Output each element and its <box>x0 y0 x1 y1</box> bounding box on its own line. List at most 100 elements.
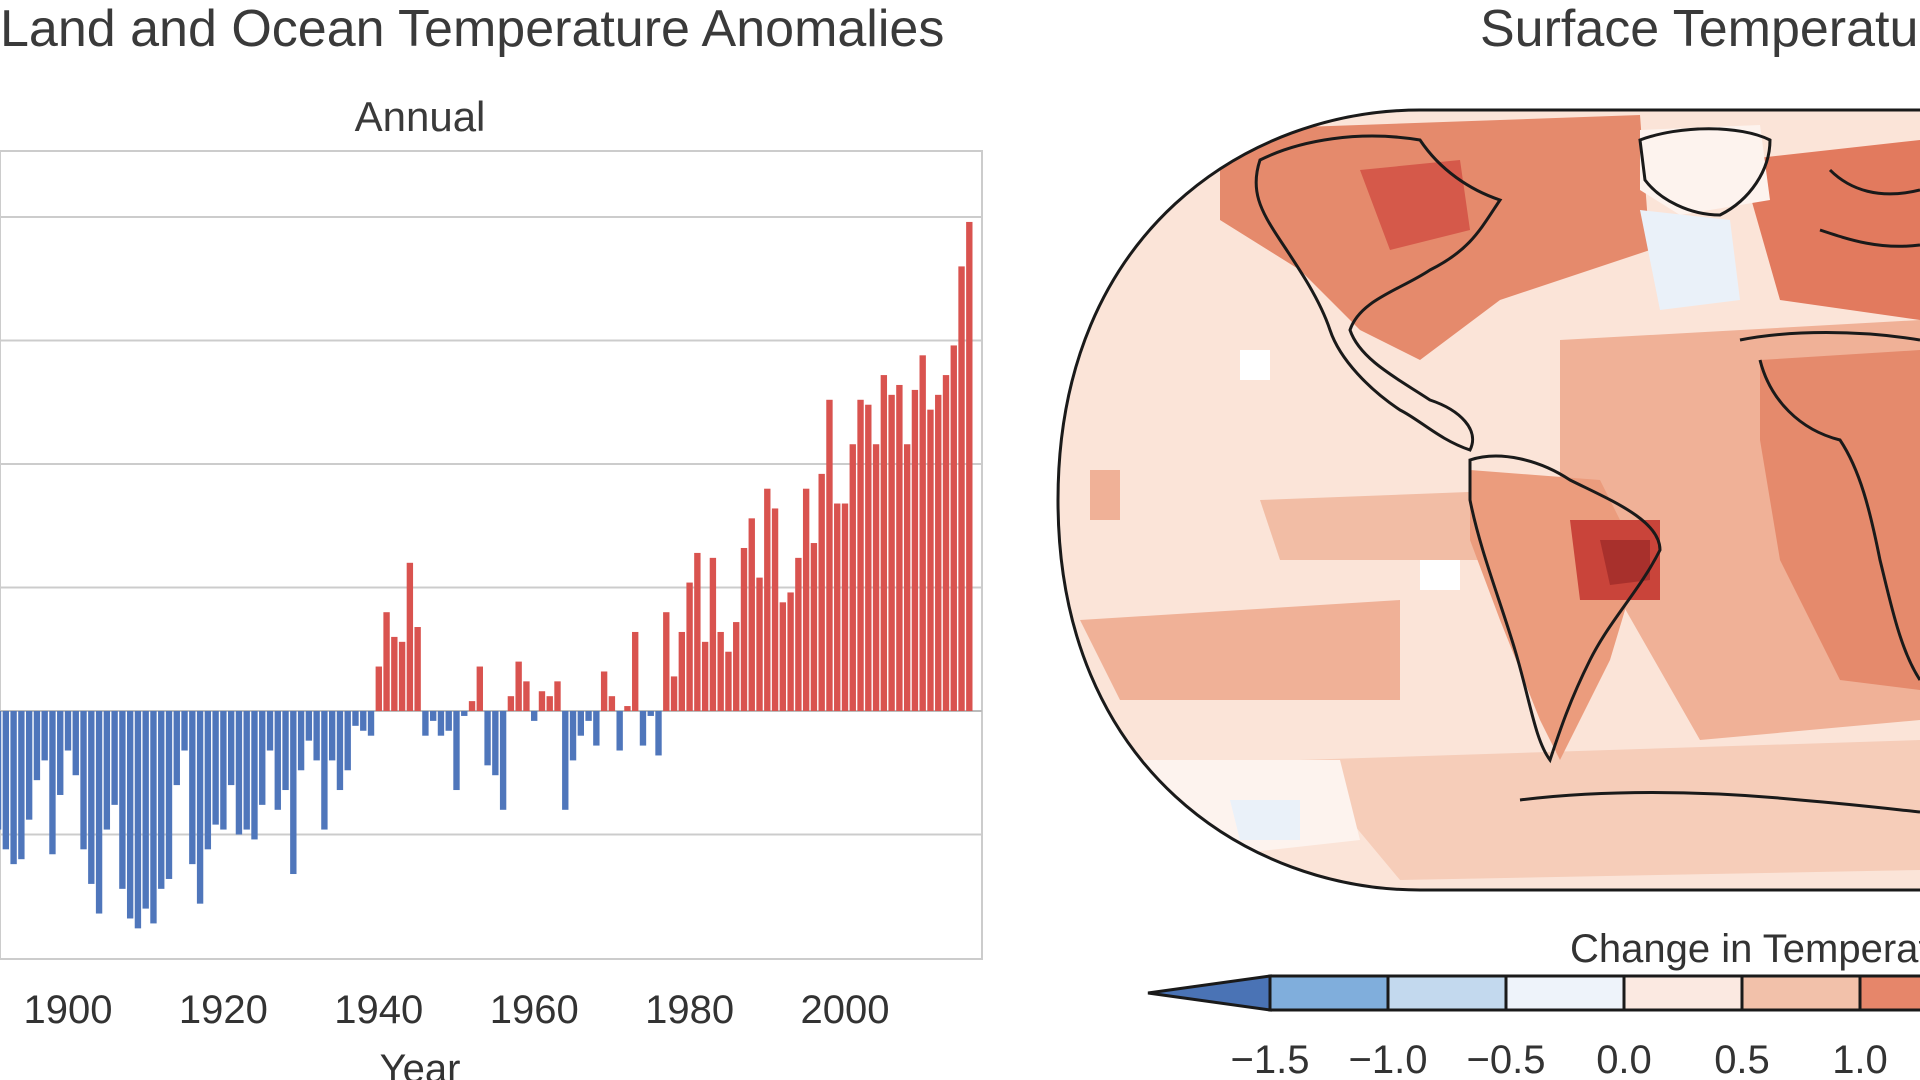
bar-2003 <box>865 404 872 711</box>
bar-1984 <box>717 631 724 711</box>
bar-2011 <box>927 409 934 711</box>
bar-1986 <box>733 622 740 711</box>
colorbar-tick: 1.0 <box>1832 1038 1888 1080</box>
bar-1982 <box>701 641 709 711</box>
map-body <box>1058 110 1920 890</box>
bar-2016 <box>966 221 973 711</box>
bar-1990 <box>764 488 771 711</box>
bar-1992 <box>779 602 787 711</box>
bar-1991 <box>771 508 779 711</box>
map-title: Surface Temperature Change <box>1480 0 1920 58</box>
x-tick-1940: 1940 <box>334 988 423 1032</box>
bar-1999 <box>834 503 841 711</box>
bar-1993 <box>787 592 794 711</box>
colorbar-segment <box>1858 974 1920 1012</box>
x-tick-1960: 1960 <box>490 988 579 1032</box>
bar-2007 <box>896 384 903 711</box>
bar-2012 <box>935 394 942 711</box>
bar-1996 <box>810 543 818 711</box>
bar-1949 <box>445 711 452 731</box>
bar-1995 <box>802 488 810 711</box>
colorbar <box>1147 974 1920 1012</box>
bar-1926 <box>266 711 274 751</box>
bar-1891 <box>0 711 2 830</box>
bar-1893 <box>10 711 17 865</box>
bar-1924 <box>251 711 258 840</box>
bar-1954 <box>484 711 491 766</box>
bar-1915 <box>181 711 188 751</box>
colorbar-segment <box>1504 974 1626 1012</box>
bar-1965 <box>569 711 577 761</box>
bar-1929 <box>290 711 297 875</box>
bar-1937 <box>352 711 359 726</box>
bar-1928 <box>282 711 289 791</box>
bar-1902 <box>80 711 87 850</box>
colorbar-segment <box>1268 974 1390 1012</box>
colorbar-segment <box>1622 974 1744 1012</box>
bar-1974 <box>639 711 647 746</box>
bar-2008 <box>903 444 911 711</box>
bar-1932 <box>313 711 320 761</box>
bar-1892 <box>2 711 10 850</box>
bar-2010 <box>919 355 926 711</box>
bar-2014 <box>950 345 957 711</box>
bar-1905 <box>103 711 111 830</box>
bar-1909 <box>134 711 142 929</box>
bar-1908 <box>126 711 134 919</box>
bar-1951 <box>461 711 468 716</box>
bar-1894 <box>18 711 25 860</box>
bar-1983 <box>709 557 717 711</box>
bar-1922 <box>235 711 243 835</box>
bar-1955 <box>492 711 499 776</box>
bar-1940 <box>375 666 382 711</box>
bar-1963 <box>554 681 561 711</box>
bar-1925 <box>259 711 266 805</box>
bar-1976 <box>655 711 662 756</box>
bar-1906 <box>111 711 118 805</box>
bar-1978 <box>670 676 678 711</box>
bar-1957 <box>507 696 515 711</box>
bar-1964 <box>562 711 569 810</box>
colorbar-tick: 0.0 <box>1596 1038 1652 1080</box>
x-tick-1920: 1920 <box>179 988 268 1032</box>
bar-2013 <box>942 375 950 711</box>
colorbar-segment <box>1386 974 1508 1012</box>
bar-1900 <box>64 711 72 751</box>
bar-1896 <box>33 711 41 781</box>
colorbar-tick: −1.5 <box>1231 1038 1310 1080</box>
bar-1914 <box>173 711 180 786</box>
bar-1981 <box>694 552 701 711</box>
bar-1897 <box>41 711 48 761</box>
bar-2001 <box>849 444 856 711</box>
bar-1979 <box>678 631 686 711</box>
bar-1987 <box>740 547 748 711</box>
map-boundary <box>1056 108 1920 892</box>
bar-1960 <box>531 711 538 721</box>
bar-1919 <box>212 711 219 825</box>
bar-2004 <box>872 444 880 711</box>
bar-1985 <box>725 651 732 711</box>
bar-1895 <box>25 711 33 820</box>
bar-1917 <box>196 711 204 904</box>
bar-1952 <box>468 701 476 711</box>
bar-1980 <box>686 582 693 711</box>
x-tick-2000: 2000 <box>801 988 890 1032</box>
bar-1961 <box>538 691 546 711</box>
bar-1916 <box>189 711 196 865</box>
colorbar-tick: −1.0 <box>1349 1038 1428 1080</box>
bar-1968 <box>593 711 600 746</box>
bar-1913 <box>165 711 173 879</box>
bar-1994 <box>795 557 802 711</box>
x-axis-label: Year <box>380 1047 461 1080</box>
bar-1903 <box>88 711 95 884</box>
x-tick-1980: 1980 <box>645 988 734 1032</box>
bar-1973 <box>632 631 639 711</box>
bar-1941 <box>383 612 390 711</box>
bar-1988 <box>748 518 755 711</box>
bar-1938 <box>360 711 367 731</box>
bar-1939 <box>367 711 375 736</box>
colorbar-extend-low <box>1147 974 1272 1012</box>
bar-2000 <box>841 503 849 711</box>
bar-2006 <box>888 394 895 711</box>
bar-1899 <box>57 711 64 795</box>
